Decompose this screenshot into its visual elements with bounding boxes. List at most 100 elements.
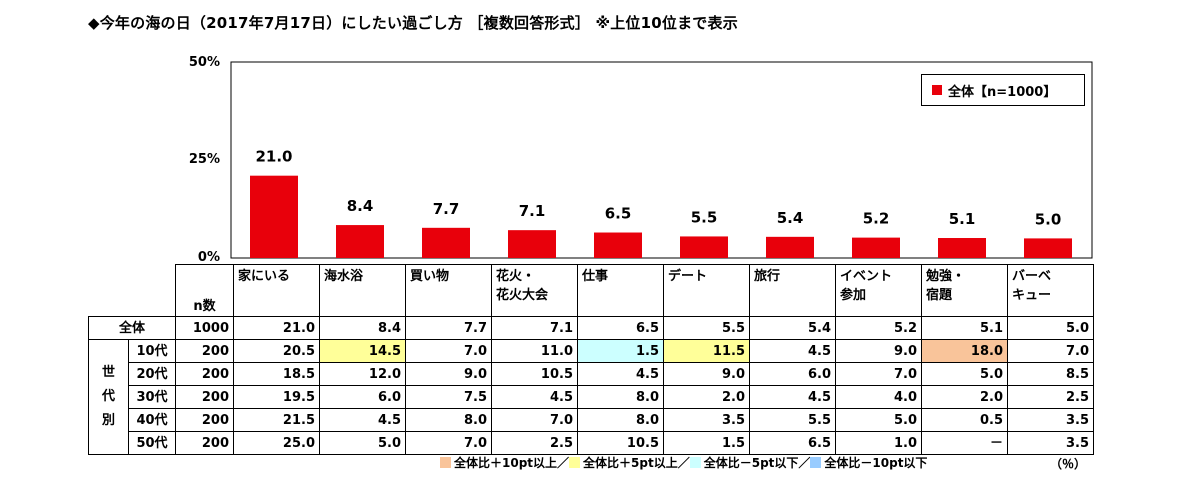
- column-header-line2: 宿題: [926, 288, 953, 303]
- column-header: 海水浴: [319, 264, 406, 317]
- data-label: 5.0: [1035, 210, 1062, 228]
- cell-value: 5.0: [319, 431, 406, 455]
- cell-value: 14.5: [319, 339, 406, 363]
- cell-value: 5.0: [835, 408, 922, 432]
- side-char: 別: [101, 413, 115, 428]
- cell-value: －: [921, 431, 1008, 455]
- column-header: 家にいる: [233, 264, 320, 317]
- table-row: 30代 200 19.5 6.0 7.5 4.5 8.0 2.0 4.5 4.0 2.0 2.5: [89, 385, 1094, 409]
- table-row: 世代別 10代 200 20.5 14.5 7.0 11.0 1.5 11.5 4.5 9.0 18.…: [88, 339, 1094, 455]
- data-label: 7.1: [519, 202, 546, 220]
- side-char: 世: [101, 365, 115, 380]
- note-label: 全体比－5pt以下／: [703, 456, 811, 470]
- column-header-line1: 買い物: [410, 269, 450, 284]
- cell-value: 8.4: [319, 316, 406, 340]
- row-label: 全体: [88, 316, 176, 340]
- note-label: 全体比－10pt以下: [824, 456, 928, 470]
- data-label: 5.2: [863, 210, 890, 228]
- column-header: 買い物: [405, 264, 492, 317]
- cell-value: 4.0: [835, 385, 922, 409]
- bar: [594, 232, 642, 258]
- cell-value: 19.5: [233, 385, 320, 409]
- cell-value: 4.5: [749, 339, 836, 363]
- cell-value: 7.7: [405, 316, 492, 340]
- column-header: 仕事: [577, 264, 664, 317]
- column-header-line2: 参加: [840, 288, 867, 303]
- cell-value: 1.5: [663, 431, 750, 455]
- column-header: デート: [663, 264, 750, 317]
- column-header: 花火・ 花火大会: [491, 264, 578, 317]
- column-header-line1: 家にいる: [238, 269, 291, 284]
- bar: [422, 227, 470, 258]
- cell-value: 4.5: [491, 385, 578, 409]
- cell-value: 12.0: [319, 362, 406, 386]
- cell-value: 7.0: [835, 362, 922, 386]
- column-header-line1: 花火・: [496, 269, 536, 284]
- table-row: 40代 200 21.5 4.5 8.0 7.0 8.0 3.5 5.5 5.0 0.5 3.5: [89, 408, 1094, 432]
- cell-value: 9.0: [663, 362, 750, 386]
- n-value: 1000: [175, 316, 234, 340]
- cell-value: 20.5: [233, 339, 320, 363]
- y-tick-label: 50%: [188, 55, 220, 70]
- cell-value: 6.0: [749, 362, 836, 386]
- row-label: 20代: [128, 362, 176, 386]
- data-label: 21.0: [255, 148, 292, 166]
- cell-value: 10.5: [491, 362, 578, 386]
- legend: 全体【n=1000】: [921, 74, 1085, 106]
- note-label: 全体比＋10pt以上／: [454, 456, 570, 470]
- cell-value: 5.0: [921, 362, 1008, 386]
- note-swatch: [569, 457, 581, 468]
- bar: [250, 175, 298, 258]
- column-header-line1: 勉強・: [926, 269, 966, 284]
- row-label: 50代: [128, 431, 176, 455]
- cell-value: 3.5: [1007, 408, 1094, 432]
- unit-label: （％）: [1050, 457, 1087, 471]
- cell-value: 1.5: [577, 339, 664, 363]
- bar: [336, 225, 384, 258]
- cell-value: 25.0: [233, 431, 320, 455]
- cell-value: 4.5: [749, 385, 836, 409]
- column-header: 旅行: [749, 264, 836, 317]
- highlight-notes: 全体比＋10pt以上／ 全体比＋5pt以上／ 全体比－5pt以下／ 全体比－10pt以…: [440, 454, 927, 471]
- cell-value: 18.5: [233, 362, 320, 386]
- corner-cell: [88, 264, 176, 317]
- bar: [680, 236, 728, 258]
- y-tick-label: 25%: [188, 152, 220, 167]
- bar: [508, 230, 556, 258]
- cell-value: 5.5: [663, 316, 750, 340]
- bar: [1024, 238, 1072, 258]
- cell-value: 21.0: [233, 316, 320, 340]
- row-label: 40代: [128, 408, 176, 432]
- cell-value: 5.4: [749, 316, 836, 340]
- cell-value: 10.5: [577, 431, 664, 455]
- data-label: 5.1: [949, 210, 976, 228]
- cell-value: 2.0: [663, 385, 750, 409]
- cell-value: 6.0: [319, 385, 406, 409]
- column-header: バーベ キュー: [1007, 264, 1094, 317]
- data-label: 5.5: [691, 208, 718, 226]
- column-header-line1: 仕事: [582, 269, 609, 284]
- cell-value: 7.0: [491, 408, 578, 432]
- cell-value: 3.5: [663, 408, 750, 432]
- cell-value: 6.5: [749, 431, 836, 455]
- y-tick-label: 0%: [197, 250, 220, 265]
- cell-value: 7.5: [405, 385, 492, 409]
- cell-value: 9.0: [405, 362, 492, 386]
- note-label: 全体比＋5pt以上／: [583, 456, 690, 470]
- cell-value: 4.5: [319, 408, 406, 432]
- note-swatch: [810, 457, 822, 468]
- column-header-line1: イベント: [840, 269, 893, 284]
- cell-value: 18.0: [921, 339, 1008, 363]
- cell-value: 7.1: [491, 316, 578, 340]
- n-header: n数: [175, 264, 234, 317]
- side-char: 代: [101, 389, 115, 404]
- plot-area: [230, 61, 1093, 259]
- bar: [766, 236, 814, 258]
- cell-value: 8.0: [577, 385, 664, 409]
- table-row: 20代 200 18.5 12.0 9.0 10.5 4.5 9.0 6.0 7.0 5.0 8.5: [89, 362, 1094, 386]
- column-header-line1: 海水浴: [324, 269, 364, 284]
- cell-value: 9.0: [835, 339, 922, 363]
- cell-value: 6.5: [577, 316, 664, 340]
- cell-value: 8.5: [1007, 362, 1094, 386]
- cell-value: 5.0: [1007, 316, 1094, 340]
